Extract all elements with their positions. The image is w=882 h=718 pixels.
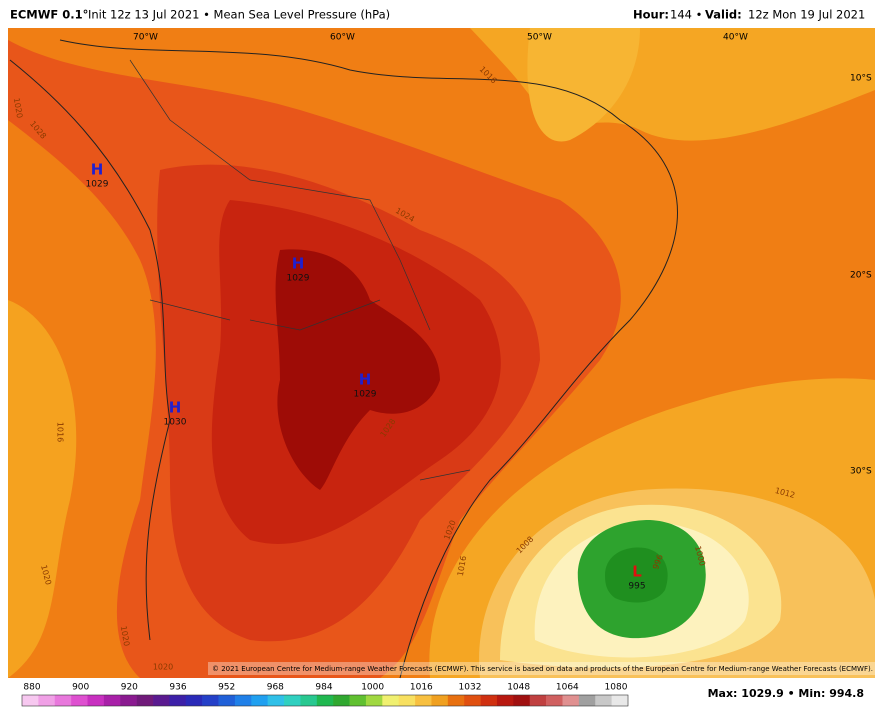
- center-value: 995: [628, 582, 645, 592]
- isobar-label: 1020: [153, 663, 173, 672]
- colorbar-label: 984: [315, 683, 332, 693]
- header-bg: [0, 0, 882, 28]
- colorbar-swatch: [234, 695, 252, 706]
- colorbar-swatch: [185, 695, 203, 706]
- copyright: © 2021 European Centre for Medium-range …: [212, 665, 873, 673]
- colorbar-swatch: [284, 695, 301, 706]
- center-value: 1029: [86, 180, 109, 190]
- colorbar-label: 1032: [459, 683, 482, 693]
- colorbar-swatch: [267, 695, 285, 706]
- copyright-bg: [208, 662, 875, 675]
- colorbar-swatch: [496, 695, 514, 706]
- colorbar-swatch: [120, 695, 137, 706]
- stats: Max: 1029.9 • Min: 994.8: [708, 687, 864, 700]
- lon-label: 60°W: [330, 33, 355, 43]
- colorbar-swatch: [382, 695, 400, 706]
- isobar-label: 1020: [119, 625, 131, 647]
- valid: 12z Mon 19 Jul 2021: [748, 8, 865, 22]
- colorbar-label: 1064: [556, 683, 579, 693]
- colorbar-swatch: [333, 695, 350, 706]
- colorbar-label: 880: [23, 683, 40, 693]
- colorbar-swatch: [513, 695, 531, 706]
- colorbar-swatch: [464, 695, 481, 706]
- colorbar-swatch: [169, 695, 187, 706]
- center-letter: H: [169, 399, 182, 417]
- valid-label: Valid:: [705, 8, 742, 22]
- coastline-west: [9, 59, 171, 641]
- colorbar-swatch: [447, 695, 465, 706]
- borders: [129, 59, 471, 481]
- map: [8, 28, 875, 679]
- colorbar-swatch: [546, 695, 563, 706]
- colorbar-label: 968: [267, 683, 284, 693]
- lon-label: 70°W: [133, 33, 158, 43]
- isobar-label: 1016: [456, 555, 468, 577]
- colorbar-swatch: [153, 695, 170, 706]
- lon-label: 40°W: [723, 33, 748, 43]
- colorbar-label: 900: [72, 683, 89, 693]
- isobar-label: 1016: [56, 422, 65, 442]
- center-letter: H: [359, 371, 372, 389]
- colorbar-swatch: [251, 695, 268, 706]
- center-letter: L: [632, 563, 642, 581]
- center-letter: H: [292, 255, 305, 273]
- colorbar-swatch: [365, 695, 383, 706]
- field-ne-light: [527, 28, 640, 142]
- colorbar-swatch: [529, 695, 547, 706]
- colorbar-swatch: [54, 695, 72, 706]
- isobar-label: 1020: [12, 97, 24, 119]
- colorbar-label: 1080: [605, 683, 628, 693]
- colorbar-swatch: [431, 695, 449, 706]
- colorbar-label: 1016: [410, 683, 433, 693]
- colorbar-swatch: [103, 695, 121, 706]
- colorbar-swatch: [71, 695, 88, 706]
- colorbar-label: 936: [169, 683, 186, 693]
- colorbar-label: 1048: [507, 683, 530, 693]
- colorbar-swatch: [349, 695, 367, 706]
- colorbar-swatch: [316, 695, 334, 706]
- field-1029: [275, 249, 440, 490]
- info: Init 12z 13 Jul 2021 • Mean Sea Level Pr…: [88, 8, 390, 22]
- colorbar-label: 920: [121, 683, 138, 693]
- lat-label: 30°S: [850, 467, 872, 477]
- center-value: 1029: [287, 274, 310, 284]
- model: ECMWF 0.1°: [10, 8, 88, 22]
- lat-label: 10°S: [850, 74, 872, 84]
- colorbar-swatch: [202, 695, 219, 706]
- lat-label: 20°S: [850, 271, 872, 281]
- colorbar-label: 952: [218, 683, 235, 693]
- colorbar: 880 900 920 936 952 968 984 1000 1016 1032 1048 106…: [21, 683, 629, 707]
- field-995: [605, 547, 668, 603]
- field-1020-west: [8, 300, 77, 678]
- colorbar-swatch: [87, 695, 105, 706]
- colorbar-swatch: [578, 695, 596, 706]
- colorbar-swatch: [611, 695, 629, 706]
- hour: 144 •: [670, 8, 702, 22]
- center-value: 1030: [164, 418, 187, 428]
- center-letter: H: [91, 161, 104, 179]
- colorbar-swatch: [562, 695, 580, 706]
- colorbar-swatch: [415, 695, 432, 706]
- colorbar-swatch: [300, 695, 318, 706]
- colorbar-swatch: [218, 695, 236, 706]
- center-value: 1029: [354, 390, 377, 400]
- colorbar-label: 1000: [361, 683, 384, 693]
- colorbar-swatch: [480, 695, 498, 706]
- colorbar-swatch: [22, 695, 39, 706]
- lon-label: 50°W: [527, 33, 552, 43]
- colorbar-swatch: [136, 695, 154, 706]
- hour-label: Hour:: [633, 8, 669, 22]
- coastline-east: [59, 39, 678, 679]
- colorbar-swatch: [38, 695, 56, 706]
- colorbar-frame: [21, 694, 629, 707]
- colorbar-swatch: [398, 695, 416, 706]
- colorbar-swatch: [595, 695, 612, 706]
